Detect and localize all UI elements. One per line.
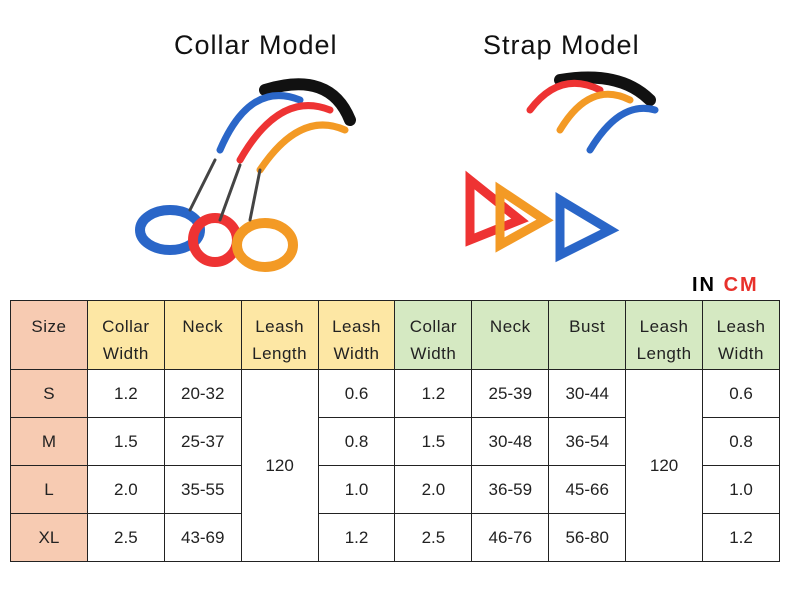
value-cell: 0.8: [702, 417, 780, 466]
leash-length-cell: 120: [240, 369, 319, 562]
value-cell: 1.2: [702, 513, 780, 562]
value-cell: 35-55: [163, 465, 242, 514]
leash-length-cell: 120: [625, 369, 704, 562]
value-cell: 30-48: [471, 417, 550, 466]
value-cell: 25-39: [471, 369, 550, 418]
unit-prefix: IN: [692, 274, 716, 296]
value-cell: 1.2: [86, 369, 165, 418]
value-cell: 25-37: [163, 417, 242, 466]
size-row: XL 2.5 43-69 1.2 2.5 46-76 56-80 1.2: [10, 513, 780, 562]
header-cell: Neck: [163, 300, 242, 370]
size-cell: S: [10, 369, 88, 418]
value-cell: 2.5: [86, 513, 165, 562]
value-cell: 1.5: [86, 417, 165, 466]
value-cell: 43-69: [163, 513, 242, 562]
header-cell: Collar Width: [394, 300, 473, 370]
value-cell: 0.8: [317, 417, 396, 466]
value-cell: 46-76: [471, 513, 550, 562]
header-cell: Leash Width: [317, 300, 396, 370]
value-cell: 0.6: [317, 369, 396, 418]
value-cell: 1.0: [317, 465, 396, 514]
size-cell: XL: [10, 513, 88, 562]
size-table: Size Collar Width Neck Leash Length Leash Wi…: [10, 300, 780, 562]
value-cell: 1.2: [394, 369, 473, 418]
strap-title: Strap Model: [483, 30, 640, 60]
value-cell: 45-66: [548, 465, 627, 514]
size-row: S 1.2 20-32 120 0.6 1.2 25-39 30-44 120 0.6: [10, 369, 780, 562]
value-cell: 2.0: [86, 465, 165, 514]
unit-label: IN CM: [692, 274, 759, 297]
value-cell: 36-59: [471, 465, 550, 514]
value-cell: 30-44: [548, 369, 627, 418]
product-photos: [135, 71, 659, 272]
value-cell: 36-54: [548, 417, 627, 466]
size-cell: M: [10, 417, 88, 466]
header-cell: Size: [10, 300, 88, 370]
header-cell: Neck: [471, 300, 550, 370]
value-cell: 2.0: [394, 465, 473, 514]
value-cell: 0.6: [702, 369, 780, 418]
header-cell: Collar Width: [86, 300, 165, 370]
value-cell: 1.5: [394, 417, 473, 466]
header-cell: Bust: [548, 300, 627, 370]
value-cell: 2.5: [394, 513, 473, 562]
header-row: Size Collar Width Neck Leash Length Leash Wi…: [10, 300, 780, 370]
value-cell: 1.0: [702, 465, 780, 514]
size-row: L 2.0 35-55 1.0 2.0 36-59 45-66 1.0: [10, 465, 780, 514]
header-cell: Leash Length: [240, 300, 319, 370]
value-cell: 1.2: [317, 513, 396, 562]
header-cell: Leash Length: [625, 300, 704, 370]
value-cell: 56-80: [548, 513, 627, 562]
header-cell: Leash Width: [702, 300, 780, 370]
value-cell: 20-32: [163, 369, 242, 418]
size-cell: L: [10, 465, 88, 514]
collar-title: Collar Model: [174, 30, 338, 60]
unit: CM: [723, 274, 759, 296]
